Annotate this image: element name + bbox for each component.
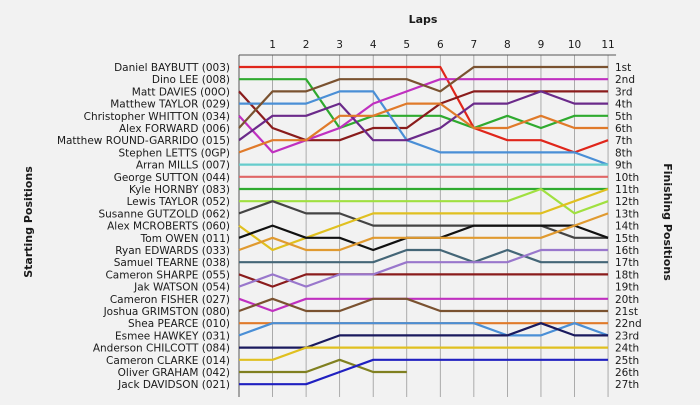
driver-position-line — [238, 273, 609, 288]
position-traces — [238, 65, 609, 386]
starting-driver-label: Joshua GRIMSTON (080) — [103, 306, 230, 318]
finishing-position-label: 23rd — [615, 330, 639, 342]
left-axis-title: Starting Positions — [22, 166, 35, 278]
starting-position-labels: Daniel BAYBUTT (003)Dino LEE (008)Matt D… — [57, 62, 230, 391]
finishing-position-label: 17th — [615, 257, 639, 269]
finishing-position-label: 26th — [615, 367, 639, 379]
lap-tick-label: 4 — [370, 39, 377, 51]
starting-driver-label: Matt DAVIES (00O) — [132, 86, 230, 98]
starting-driver-label: Esmee HAWKEY (031) — [115, 330, 230, 342]
finishing-position-label: 13th — [615, 208, 639, 220]
starting-driver-label: Oliver GRAHAM (042) — [118, 367, 230, 379]
starting-driver-label: Dino LEE (008) — [152, 74, 230, 86]
starting-driver-label: Kyle HORNBY (083) — [129, 184, 230, 196]
lap-tick-label: 6 — [437, 39, 444, 51]
starting-driver-label: Anderson CHILCOTT (084) — [93, 343, 230, 355]
finishing-position-label: 24th — [615, 343, 639, 355]
starting-driver-label: Jak WATSON (054) — [133, 282, 230, 294]
finishing-position-label: 9th — [615, 160, 632, 172]
driver-position-line — [238, 297, 609, 313]
driver-position-line — [238, 248, 609, 288]
lap-tick-label: 7 — [471, 39, 478, 51]
starting-driver-label: Cameron SHARPE (055) — [105, 269, 230, 281]
finishing-position-label: 10th — [615, 172, 639, 184]
driver-position-line — [239, 358, 407, 374]
finishing-position-label: 8th — [615, 147, 632, 159]
starting-driver-label: Arran MILLS (007) — [136, 160, 230, 172]
driver-position-line — [238, 297, 609, 313]
finishing-position-label: 19th — [615, 282, 639, 294]
starting-driver-label: Cameron CLARKE (014) — [106, 355, 230, 367]
driver-position-line — [238, 200, 609, 239]
finishing-position-label: 12th — [615, 196, 639, 208]
driver-position-line — [238, 102, 609, 154]
finishing-position-labels: 1st2nd3rd4th5th6th7th8th9th10th11th12th1… — [615, 62, 642, 391]
finishing-position-label: 25th — [615, 355, 639, 367]
lap-tick-label: 5 — [403, 39, 410, 51]
lap-tick-label: 2 — [303, 39, 310, 51]
finishing-position-label: 4th — [615, 99, 632, 111]
starting-driver-label: Matthew TAYLOR (029) — [110, 99, 230, 111]
starting-driver-label: Lewis TAYLOR (052) — [127, 196, 230, 208]
finishing-position-label: 21st — [615, 306, 638, 318]
lap-tick-label: 10 — [568, 39, 581, 51]
finishing-position-label: 15th — [615, 233, 639, 245]
driver-position-line — [238, 187, 609, 252]
finishing-position-label: 18th — [615, 269, 639, 281]
lap-tick-label: 8 — [504, 39, 511, 51]
finishing-position-label: 2nd — [615, 74, 635, 86]
lap-tick-labels: 1 2 3 4 5 6 7 8 9 10 11 — [269, 39, 615, 51]
finishing-position-label: 5th — [615, 111, 632, 123]
starting-driver-label: Matthew ROUND-GARRIDO (015) — [57, 135, 230, 147]
finishing-position-label: 6th — [615, 123, 632, 135]
starting-driver-label: Ryan EDWARDS (033) — [115, 245, 230, 257]
driver-position-line — [239, 358, 609, 386]
starting-driver-label: Daniel BAYBUTT (003) — [114, 62, 230, 74]
driver-position-line — [239, 248, 609, 264]
finishing-position-label: 11th — [615, 184, 639, 196]
driver-position-line — [239, 187, 609, 215]
starting-driver-label: Christopher WHITTON (034) — [84, 111, 230, 123]
starting-driver-label: Stephen LETTS (0GP) — [119, 147, 231, 159]
starting-driver-label: Cameron FISHER (027) — [110, 294, 230, 306]
starting-driver-label: Jack DAVIDSON (021) — [117, 379, 230, 391]
finishing-position-label: 14th — [615, 221, 639, 233]
lap-tick-label: 11 — [601, 39, 614, 51]
finishing-position-label: 1st — [615, 62, 631, 74]
finishing-position-label: 22nd — [615, 318, 642, 330]
starting-driver-label: Alex MCROBERTS (060) — [107, 221, 230, 233]
driver-position-line — [239, 346, 609, 361]
x-axis-title: Laps — [409, 13, 438, 26]
starting-driver-label: George SUTTON (044) — [114, 172, 230, 184]
finishing-position-label: 3rd — [615, 86, 632, 98]
lap-tick-label: 1 — [269, 39, 276, 51]
starting-driver-label: Tom OWEN (011) — [140, 233, 230, 245]
lap-tick-label: 9 — [538, 39, 545, 51]
starting-driver-label: Samuel TEARNE (038) — [114, 257, 230, 269]
finishing-position-label: 20th — [615, 294, 639, 306]
driver-position-line — [239, 90, 609, 166]
driver-position-line — [239, 322, 609, 349]
driver-position-line — [238, 90, 609, 142]
driver-position-line — [239, 65, 609, 154]
driver-position-line — [238, 212, 609, 252]
driver-position-line — [238, 65, 609, 129]
driver-position-line — [238, 90, 609, 142]
finishing-position-label: 7th — [615, 135, 632, 147]
starting-driver-label: Shea PEARCE (010) — [128, 318, 230, 330]
starting-driver-label: Alex FORWARD (006) — [119, 123, 230, 135]
finishing-position-label: 27th — [615, 379, 639, 391]
starting-driver-label: Susanne GUTZOLD (062) — [98, 208, 230, 220]
finishing-position-label: 16th — [615, 245, 639, 257]
right-axis-title: Finishing Positions — [661, 163, 674, 281]
driver-position-line — [238, 322, 609, 337]
lap-tick-label: 3 — [336, 39, 343, 51]
